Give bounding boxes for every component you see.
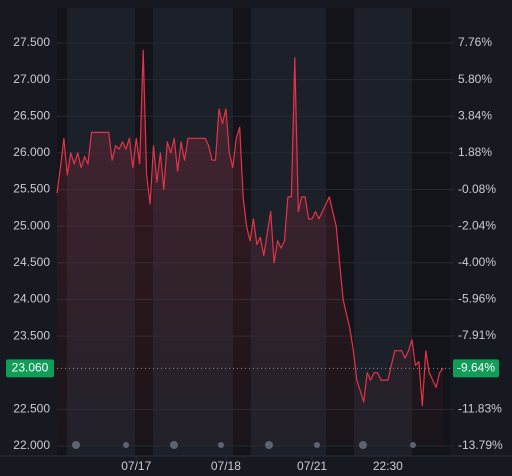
x-tick-label: 07/17 [121, 459, 151, 473]
y2-tick-label: -4.00% [458, 255, 496, 269]
sun-icon [410, 442, 416, 448]
x-tick-label: 07/21 [297, 459, 327, 473]
moon-icon [170, 441, 178, 449]
y-tick-label: 27.000 [13, 72, 50, 86]
moon-icon [72, 441, 80, 449]
y2-tick-label: 1.88% [458, 145, 492, 159]
y2-tick-label: -7.91% [458, 328, 496, 342]
y-tick-label: 27.500 [13, 35, 50, 49]
sun-icon [218, 442, 224, 448]
current-change-box [453, 359, 499, 378]
current-price-box [6, 359, 54, 378]
x-tick-label: 07/18 [211, 459, 241, 473]
plot-area [56, 42, 450, 447]
y-tick-label: 23.500 [13, 328, 50, 342]
current-price-label: 23.060 [12, 361, 49, 375]
sun-icon [123, 442, 129, 448]
y-tick-label: 25.000 [13, 218, 50, 232]
y2-tick-label: -11.83% [458, 402, 502, 416]
y-tick-label: 24.000 [13, 292, 50, 306]
y-tick-label: 22.500 [13, 402, 50, 416]
y2-tick-label: -0.08% [458, 182, 496, 196]
current-change-label: -9.64% [457, 361, 495, 375]
y-tick-label: 22.000 [13, 438, 50, 452]
y2-tick-label: 5.80% [458, 72, 492, 86]
y2-tick-label: 7.76% [458, 35, 492, 49]
moon-icon [359, 441, 367, 449]
price-line [56, 49, 444, 407]
sun-icon [314, 442, 320, 448]
y-tick-label: 26.000 [13, 145, 50, 159]
x-tick-label: 22:30 [373, 459, 403, 473]
y-tick-label: 24.500 [13, 255, 50, 269]
y-tick-label: 25.500 [13, 182, 50, 196]
y2-tick-label: -5.96% [458, 292, 496, 306]
y2-tick-label: -13.79% [458, 438, 503, 452]
session-icons [72, 441, 416, 449]
moon-icon [265, 441, 273, 449]
y2-tick-label: -2.04% [458, 218, 496, 232]
y2-tick-label: 3.84% [458, 108, 492, 122]
y-tick-label: 26.500 [13, 108, 50, 122]
